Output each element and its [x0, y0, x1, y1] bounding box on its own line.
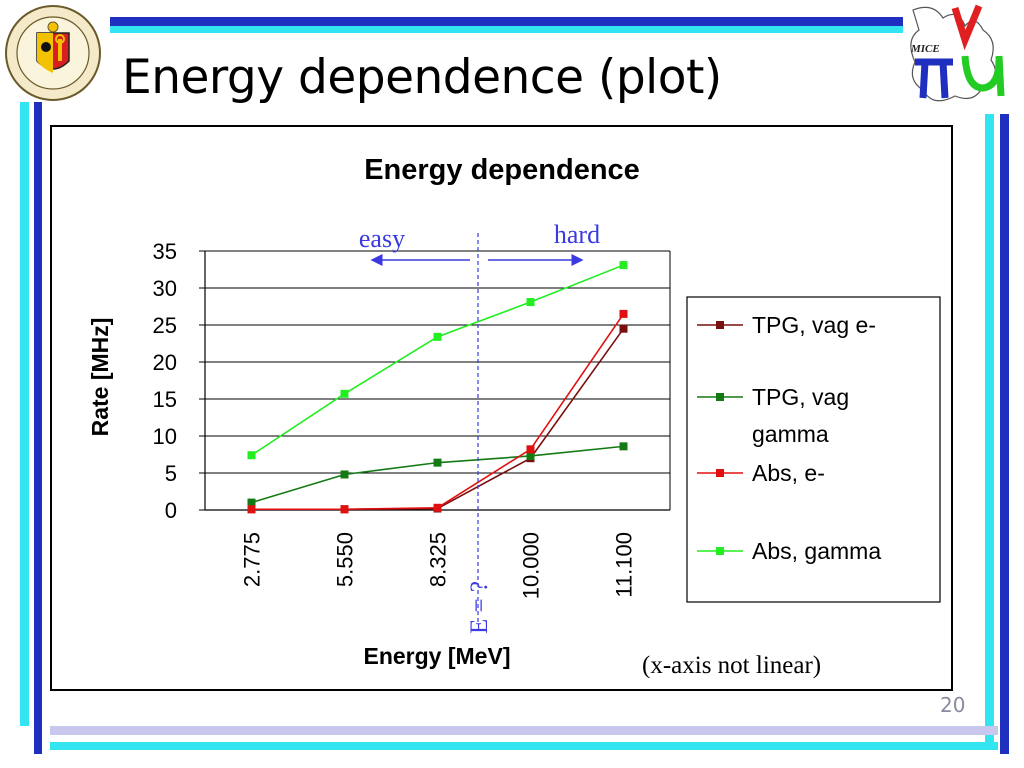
data-point — [340, 389, 349, 398]
mice-logo: MICE — [903, 0, 1021, 114]
y-tick-label: 20 — [153, 350, 177, 375]
x-axis-label: Energy [MeV] — [364, 643, 511, 669]
legend-marker — [716, 321, 724, 329]
data-point — [619, 261, 628, 270]
data-point — [526, 298, 535, 307]
y-tick-label: 0 — [165, 498, 177, 523]
y-tick-label: 15 — [153, 387, 177, 412]
chart-frame: Energy dependence 0 5 10 15 20 25 30 35 2.775 5.5… — [50, 125, 953, 691]
left-accent-bar-blue — [34, 102, 42, 754]
data-point — [247, 451, 256, 460]
data-point — [433, 503, 442, 512]
data-point — [433, 458, 442, 467]
legend-marker — [716, 547, 724, 555]
easy-label: easy — [359, 224, 405, 253]
y-tick-label: 35 — [153, 239, 177, 264]
bottom-accent-bar-cyan — [50, 742, 998, 750]
chart-title: Energy dependence — [364, 154, 640, 186]
x-tick-label: 5.550 — [333, 532, 358, 587]
data-point — [340, 470, 349, 479]
data-point — [526, 445, 535, 454]
x-tick-label: 11.100 — [612, 532, 637, 598]
svg-text:MICE: MICE — [910, 43, 940, 55]
data-point — [433, 332, 442, 341]
series-line — [251, 264, 624, 456]
top-accent-bar — [110, 17, 915, 26]
y-tick-label: 25 — [153, 313, 177, 338]
data-point — [619, 442, 628, 451]
data-point — [247, 505, 256, 514]
legend-label: TPG, vag e- — [752, 312, 876, 338]
top-accent-bar-cyan — [110, 26, 915, 33]
data-point — [526, 451, 535, 460]
legend-marker — [716, 469, 724, 477]
bottom-accent-bar-light — [50, 726, 998, 735]
university-seal-logo — [5, 5, 101, 101]
right-accent-bar-cyan — [985, 114, 994, 742]
x-tick-label: 2.775 — [240, 532, 265, 587]
left-accent-bar-cyan — [20, 102, 29, 726]
legend-label: Abs, gamma — [752, 538, 881, 564]
y-tick-label: 30 — [153, 276, 177, 301]
x-tick-label: 10.000 — [519, 532, 544, 599]
page-number: 20 — [940, 693, 966, 717]
data-point — [247, 498, 256, 507]
legend-box — [686, 296, 941, 603]
hard-label: hard — [554, 220, 600, 249]
series-line — [251, 313, 625, 511]
data-point — [619, 309, 628, 318]
y-axis-label: Rate [MHz] — [87, 318, 113, 437]
slide-title: Energy dependence (plot) — [122, 50, 722, 105]
series-line — [251, 445, 624, 504]
y-tick-label: 5 — [165, 461, 177, 486]
energy-unknown-label: E = ? — [466, 581, 493, 634]
x-tick-label: 8.325 — [426, 532, 451, 587]
legend-marker — [716, 393, 724, 401]
legend-label: TPG, vag gamma — [752, 384, 849, 447]
data-point — [340, 505, 349, 514]
legend-label: Abs, e- — [752, 460, 825, 486]
footnote: (x-axis not linear) — [642, 652, 822, 679]
right-accent-bar-blue — [1000, 114, 1009, 754]
data-point — [619, 324, 628, 333]
energy-dependence-chart: Energy dependence 0 5 10 15 20 25 30 35 2.775 5.5… — [87, 154, 941, 669]
y-tick-label: 10 — [153, 424, 177, 449]
